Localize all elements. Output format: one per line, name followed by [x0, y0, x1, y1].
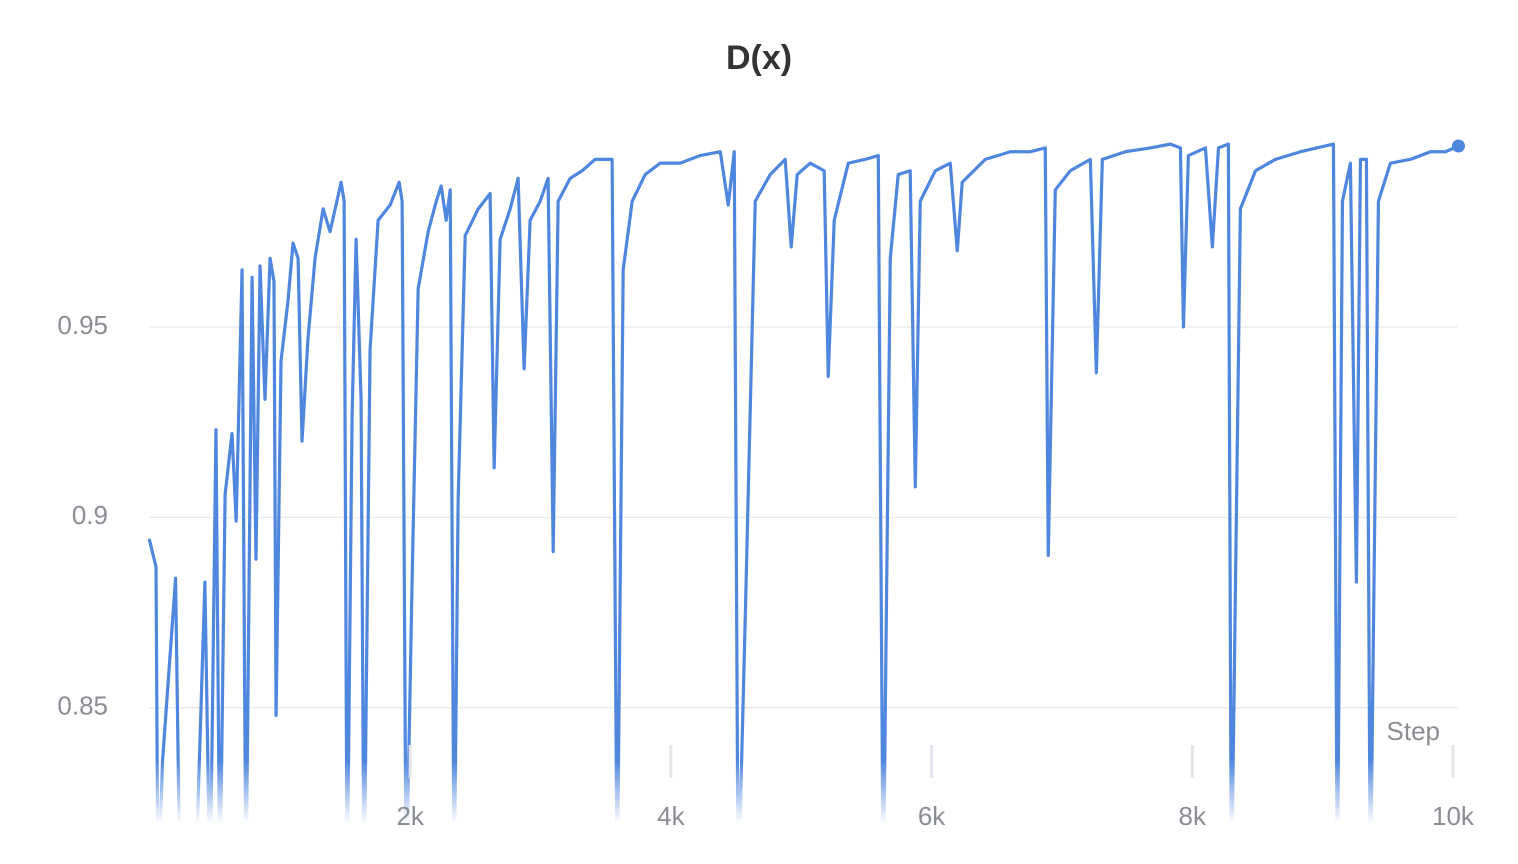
plot-area	[147, 139, 1465, 822]
x-tick-label: 6k	[918, 801, 946, 831]
x-tick-label: 4k	[657, 801, 685, 831]
data-line	[147, 142, 1461, 822]
x-tick-label: 10k	[1432, 801, 1475, 831]
bottom-fade	[140, 760, 1470, 824]
x-axis-label: Step	[1387, 716, 1441, 746]
y-tick-label: 0.95	[57, 310, 108, 340]
last-point	[1451, 139, 1465, 153]
x-tick-label: 2k	[396, 801, 424, 831]
chart-title: D(x)	[726, 39, 792, 77]
y-tick-label: 0.85	[57, 691, 108, 721]
x-tick-label: 8k	[1179, 801, 1207, 831]
axes: 0.85 0.9 0.95 2k 4k 6k 8k 10k	[57, 310, 1475, 831]
y-tick-label: 0.9	[72, 500, 108, 530]
